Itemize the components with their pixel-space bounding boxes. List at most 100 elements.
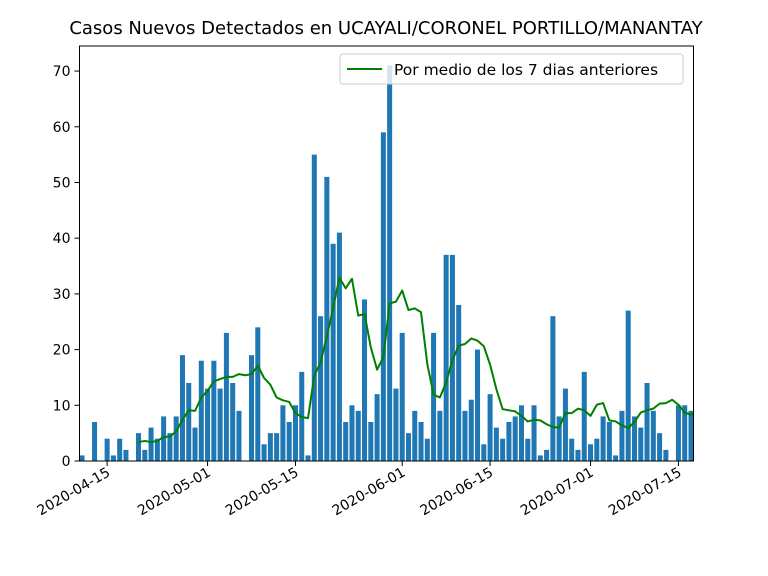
bar (500, 438, 506, 461)
legend: Por medio de los 7 dias anteriores (339, 53, 684, 85)
bar (142, 449, 148, 461)
bar (625, 310, 631, 461)
bar (468, 399, 474, 461)
x-axis: 2020-04-15 2020-05-01 2020-05-15 2020-06-01… (35, 461, 684, 520)
bar (657, 433, 663, 461)
bar (374, 394, 380, 461)
legend-label: Por medio de los 7 dias anteriores (394, 61, 658, 79)
bar (362, 299, 368, 461)
bar (330, 243, 336, 461)
bar (399, 332, 405, 461)
y-tick-label: 40 (53, 231, 71, 247)
y-axis: 0 10 20 30 40 50 60 70 (53, 64, 80, 470)
moving-average-line (138, 276, 694, 444)
bar (292, 405, 298, 461)
bar (305, 455, 311, 461)
bar (619, 410, 625, 461)
bar (675, 405, 681, 461)
bar (368, 422, 374, 461)
bar (443, 254, 449, 461)
bar (506, 422, 512, 461)
bar (324, 176, 330, 461)
y-tick-label: 60 (53, 120, 71, 136)
chart-title: Casos Nuevos Detectados en UCAYALI/CORON… (69, 18, 703, 39)
bar (179, 355, 185, 461)
bar (349, 405, 355, 461)
bar (575, 449, 581, 461)
bar (92, 422, 98, 461)
bar (544, 449, 550, 461)
bar (161, 416, 167, 461)
bar (650, 410, 656, 461)
bar (631, 416, 637, 461)
x-tick-label: 2020-05-15 (223, 465, 301, 520)
bar (336, 232, 342, 461)
bar (437, 410, 443, 461)
bar (688, 410, 694, 461)
bar (525, 438, 531, 461)
bar (192, 427, 198, 461)
bar (456, 305, 462, 461)
bar (148, 427, 154, 461)
bar (380, 132, 386, 461)
y-tick-label: 50 (53, 175, 71, 191)
plot-frame (79, 45, 694, 462)
bar (412, 410, 418, 461)
bar (223, 332, 229, 461)
bar (274, 433, 280, 461)
bar (110, 455, 116, 461)
bar (205, 388, 211, 461)
plot-content (79, 65, 694, 461)
bar (286, 422, 292, 461)
bar (186, 383, 192, 461)
x-tick-label: 2020-04-15 (35, 465, 113, 520)
bar (562, 388, 568, 461)
bar (644, 383, 650, 461)
bar (249, 355, 255, 461)
bar (588, 444, 594, 461)
x-tick-label: 2020-06-15 (418, 465, 496, 520)
bar (481, 444, 487, 461)
bar (198, 360, 204, 461)
bar (556, 416, 562, 461)
bar (462, 410, 468, 461)
bar (318, 316, 324, 461)
bar (280, 405, 286, 461)
bar (594, 438, 600, 461)
x-tick-label: 2020-06-01 (330, 465, 408, 520)
bar (255, 327, 261, 461)
bar (613, 455, 619, 461)
bar (493, 427, 499, 461)
bar (217, 388, 223, 461)
bar (311, 154, 317, 461)
bar (173, 416, 179, 461)
bar (123, 449, 129, 461)
bar (537, 455, 543, 461)
bar (343, 422, 349, 461)
bar (606, 422, 612, 461)
bar (387, 65, 393, 461)
bar (393, 388, 399, 461)
bar (487, 394, 493, 461)
bar (581, 371, 587, 461)
bar (418, 422, 424, 461)
y-tick-label: 70 (53, 64, 71, 80)
bar (475, 349, 481, 461)
bar (550, 316, 556, 461)
bar (569, 438, 575, 461)
bar (230, 383, 236, 461)
bar (167, 433, 173, 461)
bar (424, 438, 430, 461)
bar (355, 410, 361, 461)
x-tick-label: 2020-07-01 (518, 465, 596, 520)
bar (236, 410, 242, 461)
bar (154, 438, 160, 461)
bar (267, 433, 273, 461)
bar (104, 438, 110, 461)
bar (211, 360, 217, 461)
bar (136, 433, 142, 461)
bar (117, 438, 123, 461)
legend-box (339, 53, 684, 85)
y-tick-label: 0 (62, 454, 71, 470)
